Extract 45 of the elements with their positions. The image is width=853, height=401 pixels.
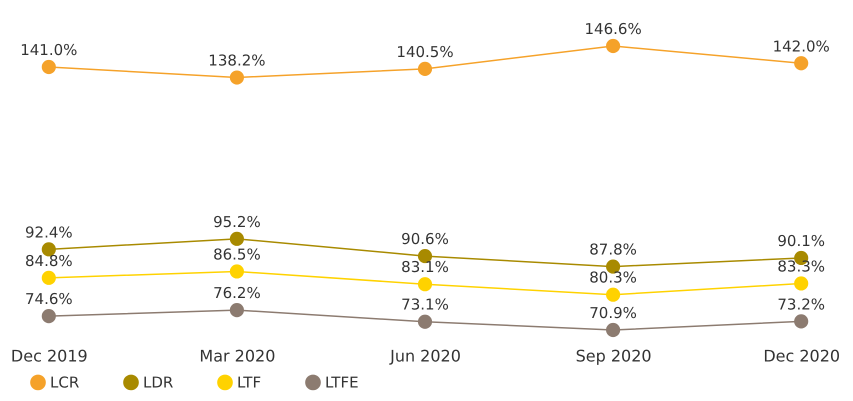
x-tick-label: Dec 2020 — [763, 346, 840, 366]
data-label: 83.1% — [401, 258, 449, 276]
data-label: 90.6% — [401, 230, 449, 248]
data-label: 141.0% — [20, 41, 78, 60]
data-label: 74.6% — [24, 290, 73, 308]
legend-label: LTFE — [325, 373, 359, 392]
legend-label: LTF — [237, 373, 262, 392]
data-label: 83.3% — [777, 257, 826, 276]
point — [418, 62, 432, 76]
point — [606, 322, 620, 338]
point — [418, 277, 432, 292]
data-label: 138.2% — [208, 52, 266, 70]
data-label: 142.0% — [772, 37, 830, 56]
data-label: 80.3% — [589, 268, 637, 287]
point — [418, 314, 432, 329]
point — [42, 309, 56, 324]
point — [230, 303, 244, 318]
point — [230, 264, 244, 279]
data-label: 87.8% — [589, 240, 637, 259]
data-label: 86.5% — [213, 245, 261, 264]
legend-label: LCR — [50, 373, 80, 392]
data-label: 70.9% — [589, 304, 637, 322]
data-label: 140.5% — [396, 42, 454, 61]
point — [230, 232, 244, 246]
data-label: 92.4% — [24, 223, 73, 242]
x-tick-label: Dec 2019 — [10, 346, 88, 366]
point — [230, 70, 244, 85]
data-label: 146.6% — [584, 20, 642, 38]
point — [794, 314, 808, 328]
point — [794, 56, 808, 70]
data-label: 73.2% — [777, 295, 826, 314]
x-tick-label: Sep 2020 — [576, 346, 652, 366]
point — [606, 288, 620, 302]
data-label: 95.2% — [213, 212, 261, 231]
x-tick-label: Jun 2020 — [389, 346, 461, 366]
data-label: 73.1% — [401, 296, 449, 314]
point — [606, 38, 620, 54]
data-label: 76.2% — [213, 284, 261, 302]
point — [42, 60, 56, 74]
x-tick-label: Mar 2020 — [199, 346, 276, 366]
data-label: 84.8% — [24, 252, 73, 270]
point — [42, 270, 56, 285]
data-label: 90.1% — [777, 232, 826, 250]
point — [794, 276, 808, 291]
legend-label: LDR — [143, 373, 174, 392]
